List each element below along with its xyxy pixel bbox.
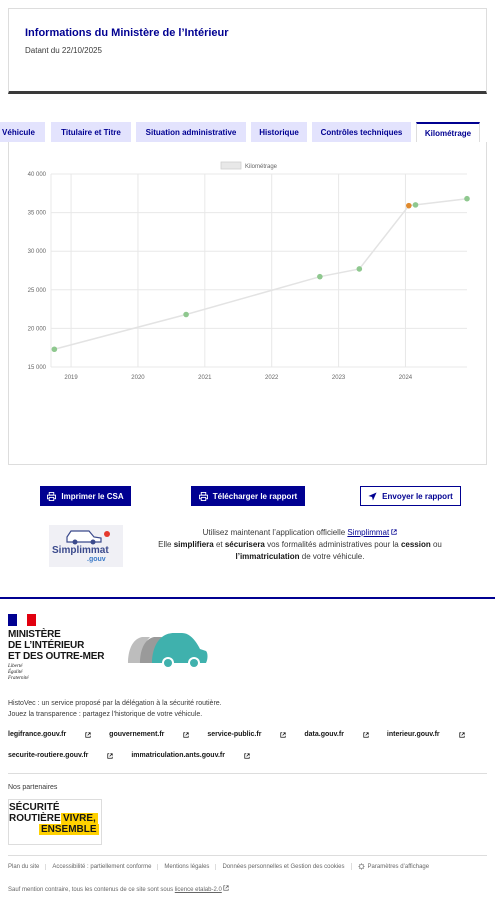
tab-controles-techniques[interactable]: Contrôles techniques [312,122,411,142]
data-point [356,266,363,272]
external-link-icon [85,731,91,738]
link-accessibilite[interactable]: Accessibilité : partiellement conforme [45,863,157,870]
footer-divider [8,855,487,856]
external-link-icon [223,885,230,891]
x-tick-label: 2021 [198,375,212,381]
republic-motto: Liberté Égalité Fraternité [8,664,29,681]
link-plan-du-site[interactable]: Plan du site [8,863,40,870]
external-link-icon [183,731,190,738]
data-point [183,311,189,318]
footer-link-service-public[interactable]: service-public.fr [207,731,287,738]
y-tick-label: 35 000 [28,211,47,217]
footer-link-interieur[interactable]: interieur.gouv.fr [387,731,465,738]
link-mentions-legales[interactable]: Mentions légales [157,863,215,870]
simplimmat-logo-text: Simplimmat [52,545,109,556]
tab-kilometrage[interactable]: Kilométrage [416,122,480,142]
footer-links-row-1: legifrance.gouv.fr gouvernement.fr servi… [8,731,481,738]
footer-description: HistoVec : un service proposé par la dél… [8,700,222,718]
printer-icon [47,491,57,501]
x-tick-label: 2022 [265,375,279,381]
data-point [412,202,419,208]
data-point [464,195,470,202]
y-tick-label: 40 000 [28,172,47,178]
external-link-icon [107,752,114,759]
x-tick-label: 2024 [399,375,413,381]
tab-bar: Véhicule Titulaire et Titre Situation ad… [0,122,495,142]
x-tick-label: 2020 [131,375,145,381]
link-donnees-personnelles[interactable]: Données personnelles et Gestion des cook… [215,863,350,870]
partners-label: Nos partenaires [8,784,58,791]
external-link-icon [244,752,250,759]
tab-titulaire-titre[interactable]: Titulaire et Titre [51,122,131,142]
footer: MINISTÈRE DE L’INTÉRIEUR ET DES OUTRE-ME… [0,597,495,900]
data-point [406,202,412,209]
data-point [317,273,323,280]
display-settings-icon [357,863,365,870]
x-tick-label: 2023 [332,375,346,381]
mileage-chart: 15 000 20 000 25 000 30 000 35 000 40 000 2019… [28,161,470,381]
footer-bottom-links: Plan du site Accessibilité : partielleme… [8,863,435,870]
send-report-button[interactable]: Envoyer le rapport [360,486,461,506]
car-icon [66,530,110,545]
footer-links-row-2: securite-routiere.gouv.fr immatriculatio… [8,752,266,759]
x-tick-label: 2019 [64,375,78,381]
info-title: Informations du Ministère de l’Intérieur [25,27,229,39]
y-tick-label: 25 000 [28,288,47,294]
legend-swatch [220,161,242,170]
external-link-icon [363,731,369,738]
simplimmat-logo-suffix: .gouv [87,556,106,563]
external-link-icon [459,731,465,738]
download-report-button[interactable]: Télécharger le rapport [191,486,305,506]
footer-link-data-gouv[interactable]: data.gouv.fr [304,731,369,738]
y-tick-label: 20 000 [28,326,47,332]
simplimmat-promo-text: Utilisez maintenant l’application offici… [158,528,442,561]
external-link-icon [280,731,287,738]
info-card: Informations du Ministère de l’Intérieur… [8,8,487,94]
license-notice: Sauf mention contraire, tous les contenu… [8,885,230,893]
info-date: Datant du 22/10/2025 [25,46,102,55]
footer-link-gouvernement[interactable]: gouvernement.fr [109,731,190,738]
footer-link-ants[interactable]: immatriculation.ants.gouv.fr [131,752,250,759]
printer-icon [198,491,208,501]
send-icon [368,491,377,501]
chart-panel: 15 000 20 000 25 000 30 000 35 000 40 000 2019… [8,142,487,465]
securite-routiere-logo[interactable]: SÉCURITÉ ROUTIÈRE VIVRE, ENSEMBLE [8,799,102,845]
footer-divider [8,773,487,774]
external-link-icon [391,529,398,535]
print-csa-button[interactable]: Imprimer le CSA [40,486,131,506]
simplimmat-logo[interactable]: Simplimmat .gouv [49,525,123,567]
data-point [51,346,58,353]
tab-situation-administrative[interactable]: Situation administrative [136,122,246,142]
tab-vehicule[interactable]: Véhicule [0,122,45,142]
tab-historique[interactable]: Historique [251,122,307,142]
french-flag-icon [8,614,36,626]
simplimmat-link[interactable]: Simplimmat [347,528,390,537]
ministry-logo[interactable]: MINISTÈRE DE L’INTÉRIEUR ET DES OUTRE-ME… [8,629,105,662]
footer-link-legifrance[interactable]: legifrance.gouv.fr [8,731,91,738]
y-tick-label: 30 000 [28,249,47,255]
footer-link-securite-routiere[interactable]: securite-routiere.gouv.fr [8,752,114,759]
license-link[interactable]: licence etalab-2.0 [174,887,222,893]
display-settings-button[interactable]: Paramètres d’affichage [350,863,436,870]
y-tick-label: 15 000 [28,365,47,371]
histovec-car-logo [128,633,208,669]
legend-label: Kilométrage [245,164,278,170]
